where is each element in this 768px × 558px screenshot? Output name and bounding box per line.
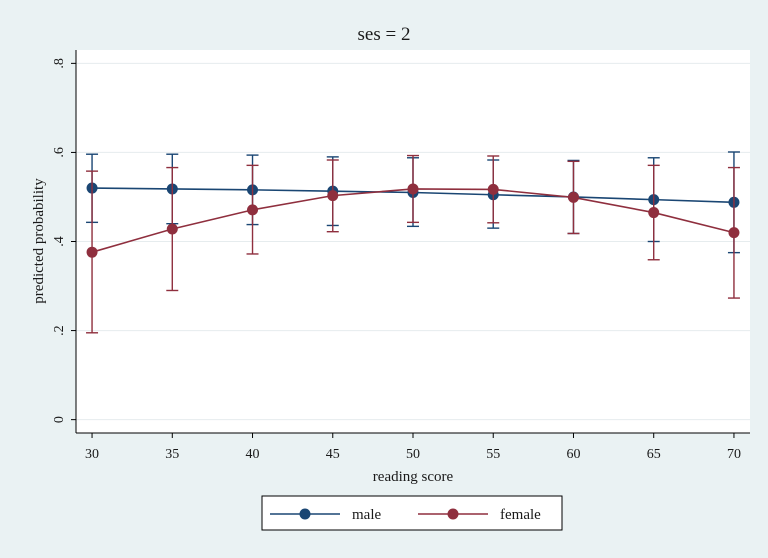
x-tick-label: 55 <box>486 447 500 462</box>
y-tick-label: .6 <box>52 147 67 158</box>
legend: male female <box>261 495 563 531</box>
data-point <box>728 227 740 239</box>
y-tick-label: .8 <box>52 58 67 69</box>
chart-title: ses = 2 <box>358 24 411 45</box>
data-point <box>567 191 579 203</box>
x-tick-label: 40 <box>246 447 260 462</box>
data-point <box>247 204 259 216</box>
data-point <box>407 183 419 195</box>
gridlines <box>76 62 750 421</box>
data-point <box>86 246 98 258</box>
legend-items: male female <box>270 507 541 523</box>
x-tick-label: 50 <box>406 447 420 462</box>
data-point <box>487 183 499 195</box>
x-tick-label: 60 <box>566 447 580 462</box>
legend-marker-male <box>299 508 311 520</box>
series-female <box>86 154 740 334</box>
x-tick-label: 30 <box>85 447 99 462</box>
y-tick-label: 0 <box>52 416 67 423</box>
legend-label-male: male <box>352 507 381 523</box>
axes: 0 .2 .4 .6 .8 30 35 40 45 50 55 60 65 70 <box>52 58 741 462</box>
data-point <box>166 223 178 235</box>
x-axis-label: reading score <box>373 469 454 485</box>
legend-label-female: female <box>500 507 541 523</box>
y-tick-label: .2 <box>52 325 67 336</box>
y-tick-label: .4 <box>52 236 67 247</box>
x-tick-label: 70 <box>727 447 741 462</box>
x-tick-label: 45 <box>326 447 340 462</box>
x-tick-label: 35 <box>165 447 179 462</box>
legend-marker-female <box>447 508 459 520</box>
legend-box <box>261 495 563 531</box>
plot-marks <box>86 151 740 334</box>
data-point <box>648 207 660 219</box>
x-tick-label: 65 <box>647 447 661 462</box>
y-axis-label: predicted probability <box>31 178 47 304</box>
data-point <box>327 190 339 202</box>
